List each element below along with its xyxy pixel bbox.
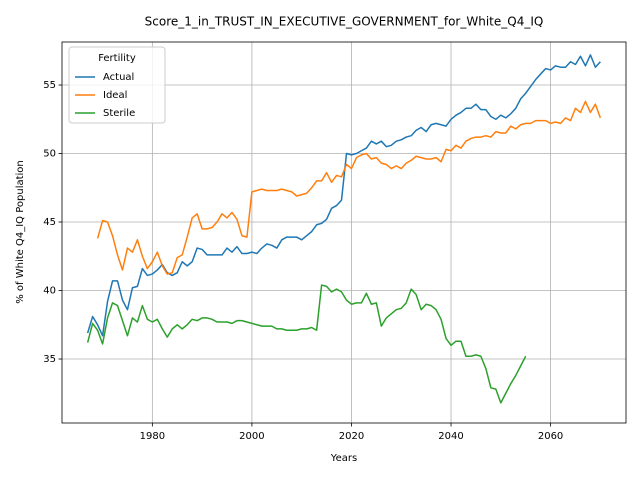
y-tick-label: 35 [43,354,56,365]
y-axis-label: % of White Q4_IQ Population [15,160,26,304]
y-tick-label: 55 [43,80,56,91]
legend-title: Fertility [98,53,136,64]
y-tick-label: 50 [43,149,56,160]
x-axis-label: Years [330,453,357,464]
chart-title: Score_1_in_TRUST_IN_EXECUTIVE_GOVERNMENT… [145,15,544,29]
legend-box [68,46,166,124]
data-line [86,284,527,404]
x-tick-label: 2060 [538,431,563,442]
y-tick-label: 45 [43,217,56,228]
legend-label: Sterile [103,108,135,119]
legend-label: Ideal [103,90,127,101]
data-line [86,54,601,337]
y-tick-label: 40 [43,286,56,297]
legend-label: Actual [103,72,134,83]
plot-frame [61,41,627,424]
data-line [96,100,602,275]
x-tick-label: 1980 [140,431,165,442]
x-tick-label: 2000 [239,431,264,442]
x-tick-label: 2020 [339,431,364,442]
x-tick-label: 2040 [438,431,463,442]
